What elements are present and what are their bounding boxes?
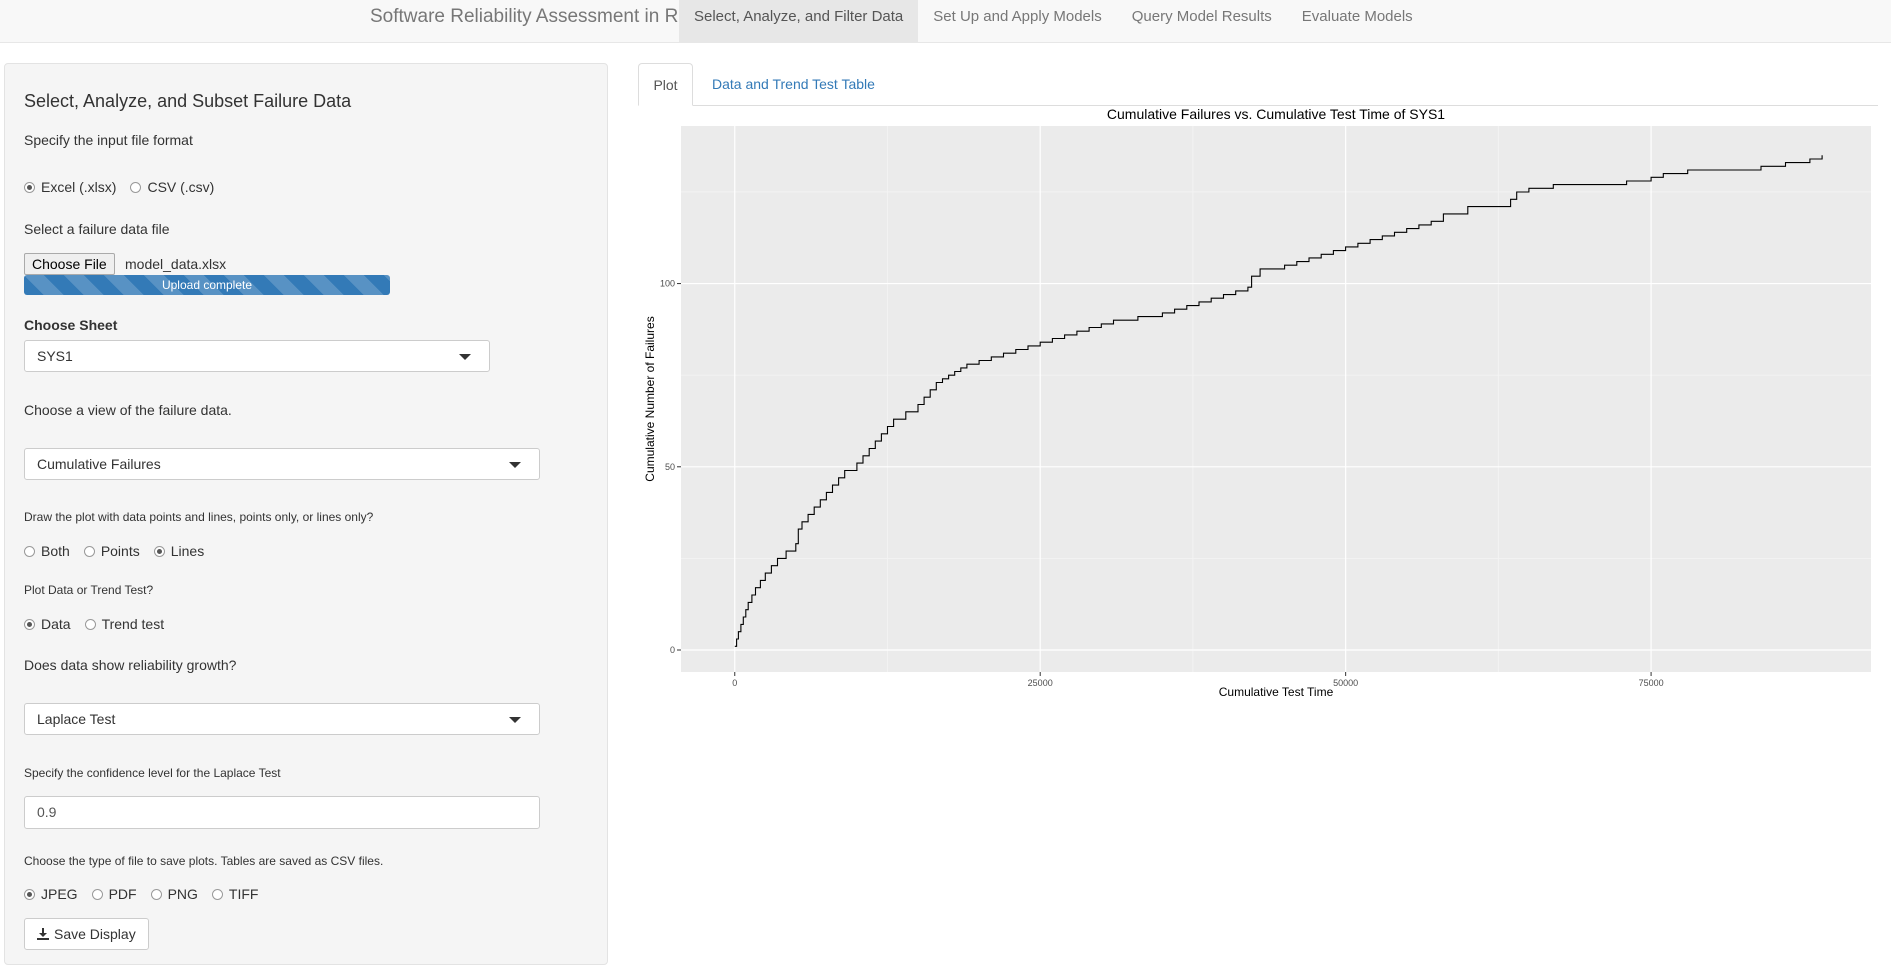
plot-grid bbox=[681, 126, 1871, 672]
cumulative-failures-line bbox=[734, 155, 1823, 647]
radio-label: Excel (.xlsx) bbox=[41, 179, 117, 195]
x-tick-label: 25000 bbox=[1028, 678, 1053, 688]
radio-csv[interactable]: CSV (.csv) bbox=[130, 179, 214, 195]
main-tabs: Plot Data and Trend Test Table bbox=[638, 63, 1878, 106]
radio-label: Trend test bbox=[101, 616, 165, 632]
plot-series bbox=[734, 155, 1823, 647]
save-type-label: Choose the type of file to save plots. T… bbox=[24, 854, 384, 868]
radio-indicator bbox=[91, 888, 103, 900]
sidebar-panel: Select, Analyze, and Subset Failure Data… bbox=[4, 63, 608, 965]
cumulative-failures-plot: 0 25000 50000 75000 0 50 100 Cumulative Failur… bbox=[643, 106, 1871, 699]
view-select[interactable]: Cumulative Failures bbox=[24, 448, 540, 480]
x-tick-label: 50000 bbox=[1333, 678, 1358, 688]
radio-points[interactable]: Points bbox=[83, 543, 140, 559]
radio-label: Data bbox=[41, 616, 71, 632]
radio-both[interactable]: Both bbox=[24, 543, 70, 559]
radio-lines[interactable]: Lines bbox=[153, 543, 205, 559]
radio-png[interactable]: PNG bbox=[150, 886, 198, 902]
navbar: Software Reliability Assessment in R Sel… bbox=[0, 0, 1891, 43]
growth-test-select[interactable]: Laplace Test bbox=[24, 703, 540, 735]
input-format-label: Specify the input file format bbox=[24, 132, 193, 148]
input-format-radio-group: Excel (.xlsx) CSV (.csv) bbox=[24, 179, 228, 195]
radio-label: Lines bbox=[170, 543, 205, 559]
chevron-down-icon bbox=[509, 717, 521, 723]
radio-label: Both bbox=[41, 543, 70, 559]
radio-indicator bbox=[153, 545, 165, 557]
plot-panel bbox=[681, 126, 1871, 672]
radio-jpeg[interactable]: JPEG bbox=[24, 886, 78, 902]
radio-label: PDF bbox=[108, 886, 137, 902]
x-tick-label: 0 bbox=[732, 678, 737, 688]
nav-tab-query-model-results[interactable]: Query Model Results bbox=[1131, 8, 1272, 25]
tab-plot[interactable]: Plot bbox=[638, 63, 693, 106]
growth-test-select-value: Laplace Test bbox=[37, 711, 116, 727]
radio-excel[interactable]: Excel (.xlsx) bbox=[24, 179, 116, 195]
file-label: Select a failure data file bbox=[24, 221, 170, 237]
x-axis-label: Cumulative Test Time bbox=[1219, 685, 1334, 699]
plot-type-radio-group: Data Trend test bbox=[24, 616, 178, 632]
radio-data[interactable]: Data bbox=[24, 616, 71, 632]
choose-file-button[interactable]: Choose File bbox=[24, 253, 115, 275]
upload-progress-bar: Upload complete bbox=[24, 275, 390, 295]
file-name: model_data.xlsx bbox=[125, 256, 227, 272]
radio-indicator bbox=[83, 545, 95, 557]
radio-label: TIFF bbox=[228, 886, 259, 902]
radio-label: Points bbox=[100, 543, 140, 559]
radio-label: CSV (.csv) bbox=[147, 179, 215, 195]
confidence-label: Specify the confidence level for the Lap… bbox=[24, 766, 281, 780]
nav-tab-evaluate-models[interactable]: Evaluate Models bbox=[1301, 8, 1413, 25]
radio-indicator bbox=[24, 618, 35, 630]
y-tick-label: 100 bbox=[660, 279, 675, 289]
radio-indicator bbox=[84, 618, 96, 630]
confidence-input[interactable]: 0.9 bbox=[24, 796, 540, 829]
growth-label: Does data show reliability growth? bbox=[24, 657, 237, 673]
plot-style-label: Draw the plot with data points and lines… bbox=[24, 510, 374, 524]
chevron-down-icon bbox=[509, 462, 521, 468]
save-display-label: Save Display bbox=[54, 926, 136, 942]
view-select-value: Cumulative Failures bbox=[37, 456, 161, 472]
radio-label: JPEG bbox=[41, 886, 78, 902]
radio-label: PNG bbox=[167, 886, 198, 902]
radio-pdf[interactable]: PDF bbox=[91, 886, 137, 902]
y-axis-label: Cumulative Number of Failures bbox=[643, 316, 657, 481]
plot-ticks: 0 25000 50000 75000 0 50 100 bbox=[660, 279, 1664, 688]
plot-type-label: Plot Data or Trend Test? bbox=[24, 583, 154, 597]
save-type-radio-group: JPEG PDF PNG TIFF bbox=[24, 886, 272, 902]
upload-progress-text: Upload complete bbox=[161, 278, 253, 292]
radio-indicator bbox=[24, 181, 35, 193]
nav-tab-select-analyze-filter[interactable]: Select, Analyze, and Filter Data bbox=[679, 0, 919, 42]
radio-indicator bbox=[24, 888, 35, 900]
radio-trend-test[interactable]: Trend test bbox=[84, 616, 165, 632]
download-icon bbox=[37, 928, 49, 940]
x-tick-label: 75000 bbox=[1639, 678, 1664, 688]
chart-title: Cumulative Failures vs. Cumulative Test … bbox=[1107, 106, 1445, 122]
y-tick-label: 50 bbox=[665, 462, 675, 472]
nav-tab-setup-apply-models[interactable]: Set Up and Apply Models bbox=[933, 8, 1102, 25]
chevron-down-icon bbox=[459, 354, 471, 360]
tab-data-trend-table[interactable]: Data and Trend Test Table bbox=[712, 76, 875, 92]
app-title: Software Reliability Assessment in R bbox=[370, 6, 679, 27]
sidebar-heading: Select, Analyze, and Subset Failure Data bbox=[24, 91, 352, 111]
sheet-select-value: SYS1 bbox=[37, 348, 73, 364]
radio-indicator bbox=[24, 545, 35, 557]
sheet-select[interactable]: SYS1 bbox=[24, 340, 490, 372]
y-tick-label: 0 bbox=[670, 645, 675, 655]
radio-tiff[interactable]: TIFF bbox=[211, 886, 259, 902]
radio-indicator bbox=[150, 888, 162, 900]
radio-indicator bbox=[130, 181, 142, 193]
plot-style-radio-group: Both Points Lines bbox=[24, 543, 218, 559]
nav-tabs: Select, Analyze, and Filter Data Set Up … bbox=[679, 0, 1428, 42]
save-display-button[interactable]: Save Display bbox=[24, 918, 149, 950]
view-label: Choose a view of the failure data. bbox=[24, 402, 232, 418]
sheet-label: Choose Sheet bbox=[24, 317, 118, 333]
radio-indicator bbox=[211, 888, 223, 900]
